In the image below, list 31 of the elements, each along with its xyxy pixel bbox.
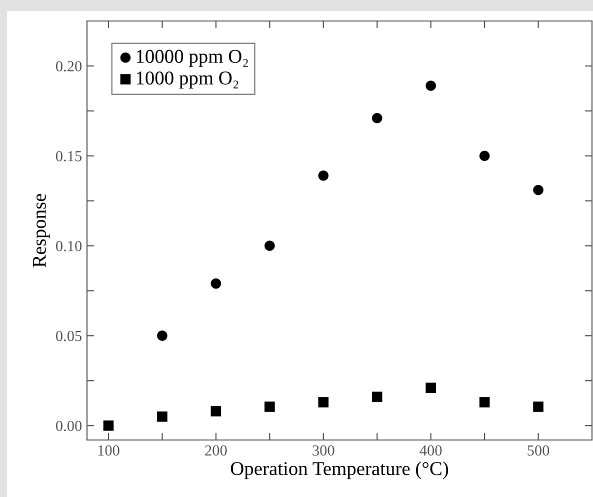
point — [372, 112, 382, 124]
y-tick-label: 0.05 — [56, 330, 82, 342]
x-tick-label: 100 — [98, 445, 120, 456]
point — [426, 382, 436, 393]
point — [210, 406, 222, 416]
x-tick-label: 300 — [312, 445, 334, 456]
x-tick-label: 200 — [205, 445, 227, 456]
point — [157, 411, 168, 422]
y-tick-label: 0.20 — [56, 61, 82, 72]
legend-label: 10000 ppm O₂ — [136, 50, 248, 67]
point — [533, 402, 544, 412]
point — [157, 330, 168, 341]
legend-label: 1000 ppm O₂ — [136, 71, 238, 89]
point — [103, 420, 114, 431]
point — [318, 170, 329, 181]
point — [533, 184, 544, 196]
point — [318, 397, 329, 408]
point — [479, 150, 490, 162]
x-tick-label: 500 — [528, 445, 550, 456]
y-tick-label: 0.00 — [56, 420, 82, 432]
y-tick-label: 0.10 — [56, 240, 82, 252]
point — [264, 240, 275, 251]
x-tick-label: 400 — [420, 445, 442, 456]
y-axis-title: Response — [32, 194, 50, 268]
x-axis-title: Operation Temperature (°C) — [230, 461, 448, 480]
point — [264, 402, 275, 412]
y-tick-label: 0.15 — [56, 151, 82, 162]
point — [372, 392, 382, 402]
point — [479, 397, 490, 408]
point — [210, 278, 222, 289]
point — [426, 80, 436, 91]
